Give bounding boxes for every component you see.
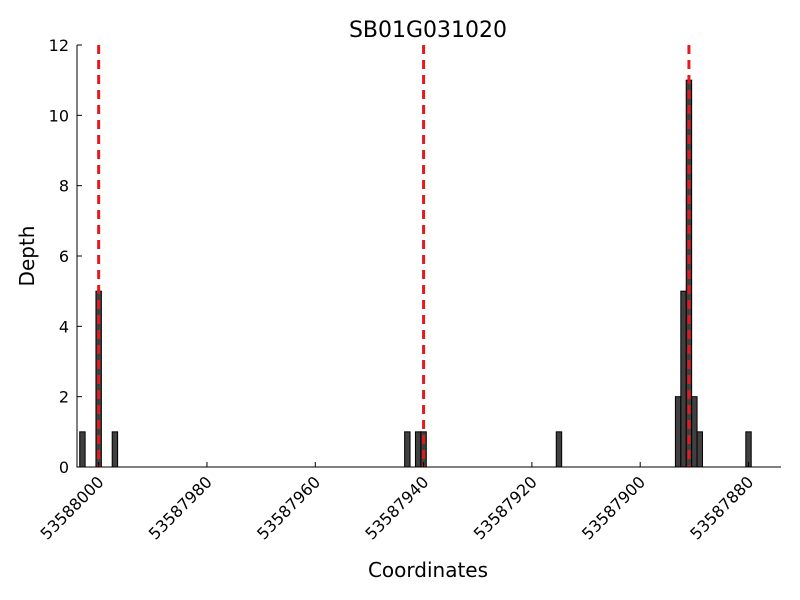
y-tick-label: 6 <box>59 247 69 266</box>
y-tick-label: 12 <box>49 36 69 55</box>
bar <box>691 396 698 468</box>
y-axis-label: Depth <box>15 226 39 287</box>
bar <box>555 431 563 468</box>
y-tick-label: 10 <box>49 106 69 125</box>
bar <box>111 431 119 468</box>
y-tick-label: 2 <box>59 388 69 407</box>
chart-title: SB01G031020 <box>349 18 507 43</box>
bar <box>404 431 411 468</box>
bar <box>674 396 682 468</box>
y-ticks-layer: 0 2 4 6 8 10 12 <box>49 36 82 477</box>
y-tick-label: 0 <box>59 458 69 477</box>
y-tick-label: 4 <box>59 317 69 336</box>
bar <box>680 290 687 468</box>
bar <box>414 431 422 468</box>
reference-lines-layer <box>97 45 691 467</box>
bar <box>745 431 752 468</box>
x-axis-label: Coordinates <box>368 558 488 582</box>
bar <box>696 431 703 468</box>
y-tick-label: 8 <box>59 177 69 196</box>
bar <box>79 431 86 468</box>
